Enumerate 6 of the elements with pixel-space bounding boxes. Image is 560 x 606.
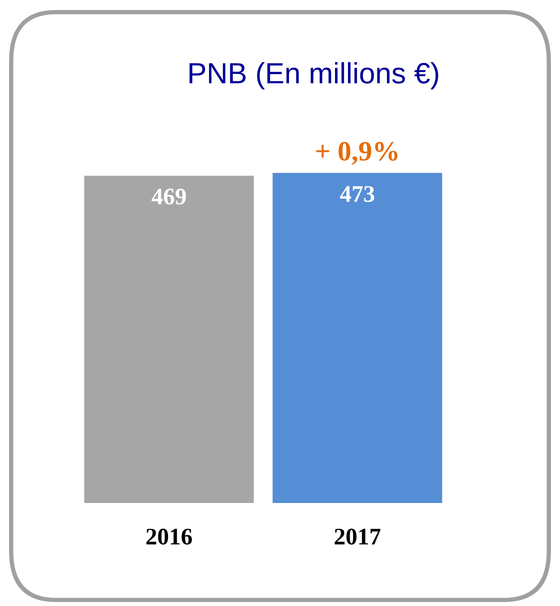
x-tick-label: 2016 [146,528,192,545]
data-label: 473 [340,186,374,202]
data-label: 469 [152,188,186,205]
x-tick-label: 2017 [334,528,380,545]
chart-title: PNB (En millions €) [190,62,438,90]
annotation: + 0,9% [316,142,398,165]
